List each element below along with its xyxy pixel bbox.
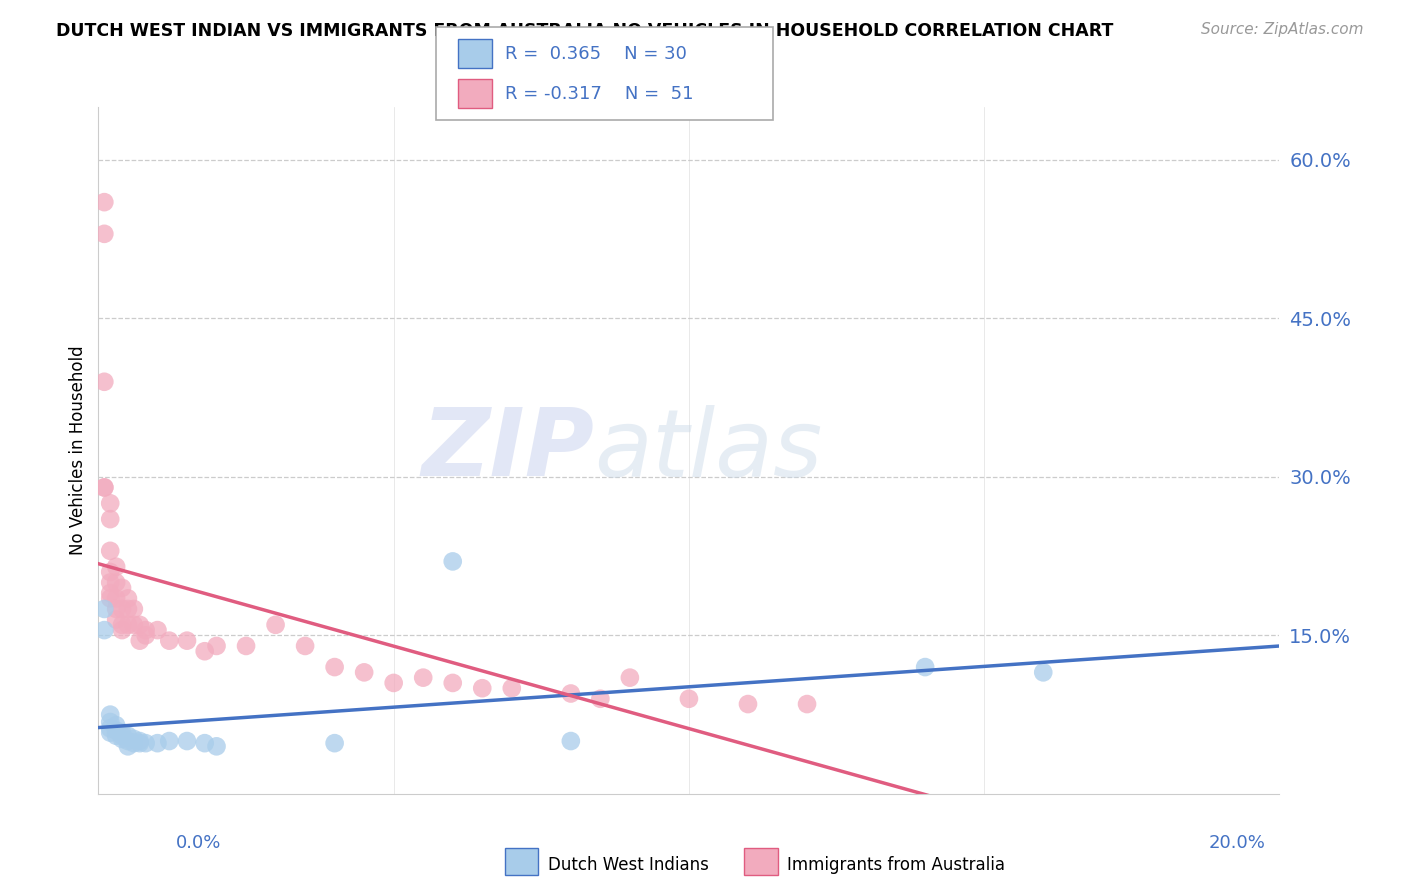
Point bbox=[93, 623, 115, 637]
Point bbox=[678, 691, 700, 706]
Point bbox=[323, 660, 346, 674]
Point bbox=[105, 575, 128, 590]
Point bbox=[205, 639, 228, 653]
Point bbox=[412, 671, 434, 685]
Point bbox=[382, 676, 405, 690]
Point bbox=[105, 718, 128, 732]
Point bbox=[128, 633, 150, 648]
Text: DUTCH WEST INDIAN VS IMMIGRANTS FROM AUSTRALIA NO VEHICLES IN HOUSEHOLD CORRELAT: DUTCH WEST INDIAN VS IMMIGRANTS FROM AUS… bbox=[56, 22, 1114, 40]
Point bbox=[501, 681, 523, 696]
Point bbox=[441, 554, 464, 568]
Point bbox=[98, 496, 121, 510]
Point bbox=[93, 602, 115, 616]
Point bbox=[323, 736, 346, 750]
Point bbox=[93, 480, 115, 494]
Point bbox=[1032, 665, 1054, 680]
Text: R = -0.317    N =  51: R = -0.317 N = 51 bbox=[505, 85, 693, 103]
Point bbox=[135, 623, 157, 637]
Point bbox=[93, 227, 115, 241]
Point bbox=[117, 602, 139, 616]
Point bbox=[117, 617, 139, 632]
Point bbox=[93, 195, 115, 210]
Text: ZIP: ZIP bbox=[422, 404, 595, 497]
Point bbox=[122, 731, 145, 746]
Point bbox=[560, 734, 582, 748]
Point bbox=[105, 723, 128, 738]
Point bbox=[98, 544, 121, 558]
Point bbox=[111, 617, 134, 632]
Point bbox=[560, 686, 582, 700]
Point bbox=[111, 602, 134, 616]
Point bbox=[98, 707, 121, 722]
Point bbox=[128, 736, 150, 750]
Point bbox=[471, 681, 494, 696]
Point bbox=[619, 671, 641, 685]
Point bbox=[146, 736, 169, 750]
Point bbox=[135, 628, 157, 642]
Point bbox=[98, 725, 121, 739]
Point bbox=[194, 736, 217, 750]
Text: R =  0.365    N = 30: R = 0.365 N = 30 bbox=[505, 45, 686, 62]
Point bbox=[122, 602, 145, 616]
Point bbox=[157, 633, 180, 648]
Point bbox=[205, 739, 228, 754]
Text: atlas: atlas bbox=[595, 405, 823, 496]
Point bbox=[117, 591, 139, 606]
Point bbox=[176, 734, 198, 748]
Point bbox=[105, 613, 128, 627]
Point bbox=[111, 731, 134, 746]
Point bbox=[93, 480, 115, 494]
Point bbox=[111, 581, 134, 595]
Point bbox=[146, 623, 169, 637]
Point bbox=[111, 729, 134, 743]
Text: 20.0%: 20.0% bbox=[1209, 834, 1265, 852]
Point bbox=[117, 729, 139, 743]
Text: 0.0%: 0.0% bbox=[176, 834, 221, 852]
Point bbox=[235, 639, 257, 653]
Point bbox=[135, 736, 157, 750]
Point bbox=[98, 586, 121, 600]
Point bbox=[105, 559, 128, 574]
Point bbox=[294, 639, 316, 653]
Point bbox=[105, 602, 128, 616]
Point bbox=[117, 739, 139, 754]
Y-axis label: No Vehicles in Household: No Vehicles in Household bbox=[69, 345, 87, 556]
Point bbox=[122, 617, 145, 632]
Point bbox=[98, 591, 121, 606]
Point bbox=[796, 697, 818, 711]
Point bbox=[98, 575, 121, 590]
Point bbox=[93, 375, 115, 389]
Point bbox=[353, 665, 375, 680]
Point bbox=[157, 734, 180, 748]
Point bbox=[589, 691, 612, 706]
Point bbox=[194, 644, 217, 658]
Text: Dutch West Indians: Dutch West Indians bbox=[548, 856, 709, 874]
Point bbox=[117, 734, 139, 748]
Text: Immigrants from Australia: Immigrants from Australia bbox=[787, 856, 1005, 874]
Point bbox=[122, 736, 145, 750]
Point bbox=[264, 617, 287, 632]
Point bbox=[105, 591, 128, 606]
Text: Source: ZipAtlas.com: Source: ZipAtlas.com bbox=[1201, 22, 1364, 37]
Point bbox=[111, 623, 134, 637]
Point bbox=[737, 697, 759, 711]
Point bbox=[176, 633, 198, 648]
Point bbox=[98, 714, 121, 729]
Point bbox=[105, 729, 128, 743]
Point bbox=[914, 660, 936, 674]
Point bbox=[98, 565, 121, 579]
Point bbox=[128, 734, 150, 748]
Point bbox=[441, 676, 464, 690]
Point bbox=[98, 722, 121, 736]
Point bbox=[98, 512, 121, 526]
Point bbox=[111, 725, 134, 739]
Point bbox=[128, 617, 150, 632]
